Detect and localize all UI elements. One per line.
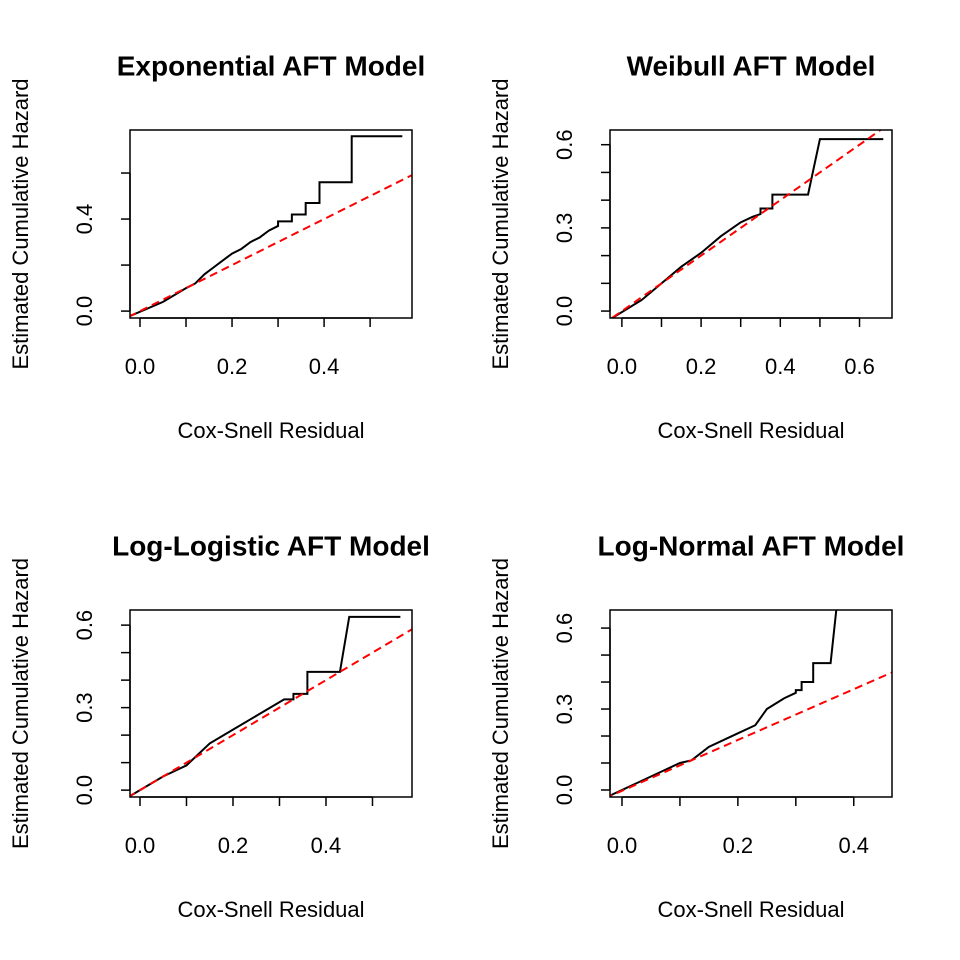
y-tick-label: 0.6 [552,129,577,160]
data-line [610,610,883,797]
plot-frame [129,609,413,798]
panel: Weibull AFT Model Cox-Snell Residual Estim… [488,50,893,443]
data-line [130,615,401,797]
y-tick-label: 0.0 [552,775,577,806]
y-tick-label: 0.3 [552,213,577,244]
y-tick-label: 0.3 [552,694,577,725]
y-tick-label: 0.0 [72,296,97,327]
x-tick-label: 0.0 [607,833,638,858]
data-line [130,628,412,797]
y-axis-label: Estimated Cumulative Hazard [8,558,33,849]
y-tick-label: 0.3 [72,692,97,723]
y-tick-label: 0.6 [72,610,97,641]
data-line [610,130,883,318]
x-tick-label: 0.2 [686,354,717,379]
chart-title: Log-Normal AFT Model [598,530,905,561]
y-tick-label: 0.6 [552,613,577,644]
chart-title: Log-Logistic AFT Model [112,530,430,561]
y-axis-label: Estimated Cumulative Hazard [488,78,513,369]
x-tick-label: 0.0 [125,354,156,379]
x-tick-label: 0.4 [838,833,869,858]
y-tick-label: 0.4 [72,204,97,235]
panel: Exponential AFT Model Cox-Snell Residual E… [8,50,426,443]
chart-title: Exponential AFT Model [117,50,426,81]
x-tick-label: 0.0 [607,354,638,379]
plot-frame [609,609,893,798]
panel: Log-Logistic AFT Model Cox-Snell Residual… [8,530,430,922]
data-line [130,135,403,317]
x-tick-label: 0.2 [723,833,754,858]
x-tick-label: 0.4 [765,354,796,379]
x-tick-label: 0.4 [309,354,340,379]
y-axis-label: Estimated Cumulative Hazard [488,558,513,849]
x-axis-label: Cox-Snell Residual [177,418,364,443]
y-tick-label: 0.0 [552,296,577,327]
x-axis-label: Cox-Snell Residual [657,418,844,443]
y-axis-label: Estimated Cumulative Hazard [8,78,33,369]
plot-frame [129,129,413,319]
data-line [130,173,412,318]
plot-frame [609,129,893,319]
x-tick-label: 0.2 [217,354,248,379]
y-tick-label: 0.0 [72,775,97,806]
x-tick-label: 0.2 [218,833,249,858]
x-tick-label: 0.6 [844,354,875,379]
chart-title: Weibull AFT Model [627,50,876,81]
data-line [610,671,892,797]
x-tick-label: 0.4 [311,833,342,858]
data-line [610,138,884,318]
x-axis-label: Cox-Snell Residual [177,897,364,922]
x-axis-label: Cox-Snell Residual [657,897,844,922]
x-tick-label: 0.0 [125,833,156,858]
panel: Log-Normal AFT Model Cox-Snell Residual Es… [488,530,905,922]
